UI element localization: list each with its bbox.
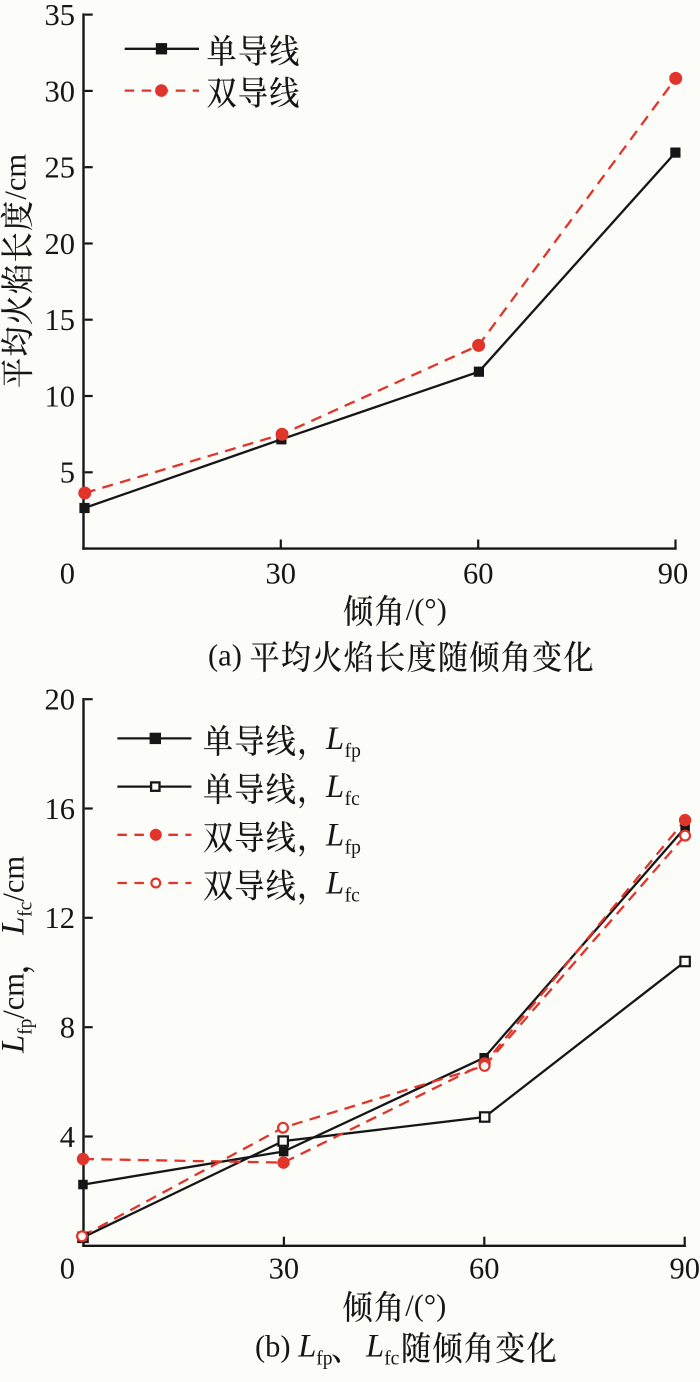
svg-text:(b): (b) bbox=[255, 1330, 291, 1364]
svg-text:0: 0 bbox=[60, 1252, 75, 1286]
svg-text:L: L bbox=[365, 1329, 384, 1365]
svg-text:fc: fc bbox=[16, 901, 37, 916]
svg-text:90: 90 bbox=[658, 556, 689, 590]
svg-text:/cm: /cm bbox=[0, 856, 31, 902]
svg-text:5: 5 bbox=[60, 456, 75, 490]
svg-text:30: 30 bbox=[45, 74, 76, 108]
svg-text:fp: fp bbox=[316, 1349, 332, 1370]
svg-text:10: 10 bbox=[45, 379, 76, 413]
svg-text:35: 35 bbox=[45, 0, 76, 32]
svg-text:L: L bbox=[325, 866, 344, 902]
svg-text:/cm: /cm bbox=[0, 973, 31, 1019]
svg-text:fc: fc bbox=[384, 1349, 399, 1370]
svg-text:L: L bbox=[297, 1329, 316, 1365]
svg-text:L: L bbox=[0, 917, 32, 936]
svg-text:L: L bbox=[0, 1035, 32, 1054]
svg-text:/(°): /(°) bbox=[405, 1289, 446, 1323]
svg-text:60: 60 bbox=[469, 1252, 500, 1286]
svg-text:fp: fp bbox=[345, 837, 361, 858]
svg-text:16: 16 bbox=[45, 792, 76, 826]
svg-text:fp: fp bbox=[16, 1019, 37, 1035]
svg-text:L: L bbox=[325, 817, 344, 853]
svg-text:4: 4 bbox=[60, 1120, 75, 1154]
svg-text:L: L bbox=[325, 769, 344, 805]
svg-text:L: L bbox=[325, 721, 344, 757]
svg-text:30: 30 bbox=[266, 556, 297, 590]
svg-text:20: 20 bbox=[45, 227, 76, 261]
svg-text:/(°): /(°) bbox=[406, 593, 447, 627]
svg-text:90: 90 bbox=[669, 1252, 700, 1286]
svg-text:fc: fc bbox=[345, 886, 360, 907]
svg-text:12: 12 bbox=[45, 901, 76, 935]
svg-text:(a): (a) bbox=[208, 639, 242, 673]
svg-text:25: 25 bbox=[45, 151, 76, 185]
svg-text:20: 20 bbox=[45, 683, 76, 717]
svg-text:fp: fp bbox=[345, 741, 361, 762]
svg-text:30: 30 bbox=[269, 1252, 300, 1286]
svg-text:0: 0 bbox=[60, 556, 75, 590]
svg-text:15: 15 bbox=[45, 303, 76, 337]
svg-text:8: 8 bbox=[60, 1011, 75, 1045]
svg-text:fc: fc bbox=[345, 789, 360, 810]
svg-text:60: 60 bbox=[463, 556, 494, 590]
svg-text:/cm: /cm bbox=[0, 154, 33, 200]
